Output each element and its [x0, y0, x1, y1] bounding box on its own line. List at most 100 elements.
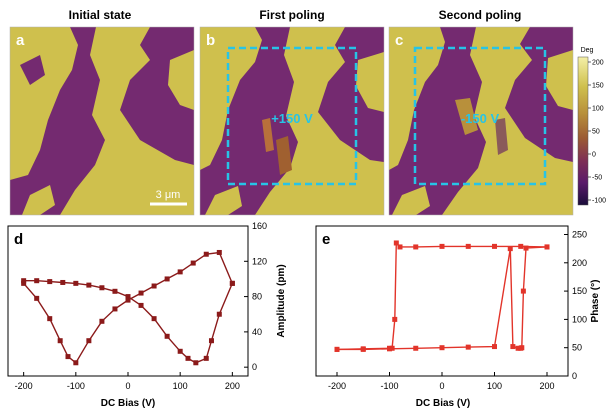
data-point [393, 240, 399, 246]
data-point [185, 355, 191, 361]
panel-e-letter: e [322, 231, 330, 248]
x-tick-label: -200 [15, 381, 33, 391]
colorbar-ticks: 200 150 100 50 0 -50 -100 [588, 60, 606, 205]
data-point [208, 338, 214, 344]
data-point [193, 360, 199, 366]
data-point [47, 279, 53, 285]
data-point [125, 297, 131, 303]
panel-d-letter: d [14, 231, 23, 248]
x-tick-label: 0 [439, 381, 444, 391]
data-point [439, 243, 445, 249]
data-point [518, 345, 524, 351]
y-tick-label: 80 [252, 292, 262, 302]
colorbar-tick-label: 50 [592, 129, 600, 136]
data-point [518, 243, 524, 249]
colorbar-tick-label: -50 [592, 175, 602, 182]
data-point [360, 346, 366, 352]
y-tick-label: 120 [252, 256, 267, 266]
colorbar-tick-label: 100 [592, 106, 604, 113]
data-point [413, 345, 419, 351]
data-point [203, 251, 209, 257]
series-line-1 [23, 280, 233, 364]
panel-e-series [334, 240, 550, 352]
data-point [34, 295, 40, 301]
data-point [510, 344, 516, 350]
data-point [229, 280, 235, 286]
y-tick-label: 100 [572, 314, 587, 324]
panel-a-title: Initial state [69, 8, 132, 22]
panel-e-ylabel: Phase (°) [590, 280, 601, 323]
data-point [99, 285, 105, 291]
data-point [86, 282, 92, 288]
data-point [47, 316, 53, 322]
poling-voltage-b: +150 V [271, 111, 313, 126]
panel-b-letter: b [206, 32, 215, 49]
panel-c-title: Second poling [439, 8, 522, 22]
x-tick-label: -200 [328, 381, 346, 391]
panel-d-x-ticks: -200 -100 0 100 200 [15, 372, 240, 391]
panel-b-title: First poling [259, 8, 324, 22]
data-point [151, 316, 157, 322]
scale-bar-label: 3 μm [156, 189, 181, 201]
data-point [544, 244, 550, 250]
data-point [515, 345, 521, 351]
y-tick-label: 0 [572, 371, 577, 381]
data-point [73, 280, 79, 286]
series-line-0 [336, 241, 548, 351]
panel-a-letter: a [16, 32, 25, 49]
x-tick-label: 100 [487, 381, 502, 391]
data-point [413, 244, 419, 250]
data-point [392, 316, 398, 322]
data-point [138, 302, 144, 308]
panel-e-y-ticks: 0 50 100 150 200 250 [564, 229, 587, 381]
data-point [177, 269, 183, 275]
data-point [216, 311, 222, 317]
poling-voltage-c: -150 V [461, 111, 500, 126]
colorbar-title: Deg [581, 47, 594, 54]
data-point [60, 279, 66, 285]
data-point [112, 306, 118, 312]
x-tick-label: -100 [67, 381, 85, 391]
y-tick-label: 160 [252, 221, 267, 231]
x-tick-label: 200 [539, 381, 554, 391]
colorbar-tick-label: 150 [592, 83, 604, 90]
y-tick-label: 250 [572, 229, 587, 239]
panel-c-letter: c [395, 32, 403, 49]
data-point [138, 290, 144, 296]
panel-e-xlabel: DC Bias (V) [416, 398, 470, 409]
data-point [177, 348, 183, 354]
data-point [492, 344, 497, 350]
panel-a-image [9, 26, 195, 216]
panel-e-x-ticks: -200 -100 0 100 200 [328, 372, 555, 391]
data-point [397, 244, 403, 250]
panel-d-y-ticks: 0 40 80 120 160 [244, 221, 267, 372]
series-line-0 [23, 251, 233, 364]
data-point [21, 278, 27, 284]
colorbar-tick-label: -100 [592, 198, 606, 205]
data-point [151, 283, 157, 289]
data-point [523, 245, 529, 251]
x-tick-label: 200 [225, 381, 240, 391]
data-point [112, 288, 118, 294]
data-point [73, 360, 79, 366]
x-tick-label: -100 [380, 381, 398, 391]
y-tick-label: 50 [572, 343, 582, 353]
data-point [125, 294, 131, 300]
data-point [334, 346, 340, 352]
panel-d-xlabel: DC Bias (V) [101, 398, 155, 409]
panel-d-series [21, 249, 235, 366]
data-point [65, 354, 71, 360]
data-point [99, 318, 105, 324]
panel-d-ylabel: Amplitude (pm) [276, 264, 287, 337]
colorbar-tick-label: 200 [592, 60, 604, 67]
data-point [387, 346, 392, 352]
data-point [203, 355, 209, 361]
data-point [465, 344, 471, 350]
data-point [465, 243, 471, 249]
data-point [492, 243, 497, 249]
colorbar [577, 56, 589, 206]
poling-box-c [413, 46, 547, 186]
y-tick-label: 150 [572, 286, 587, 296]
